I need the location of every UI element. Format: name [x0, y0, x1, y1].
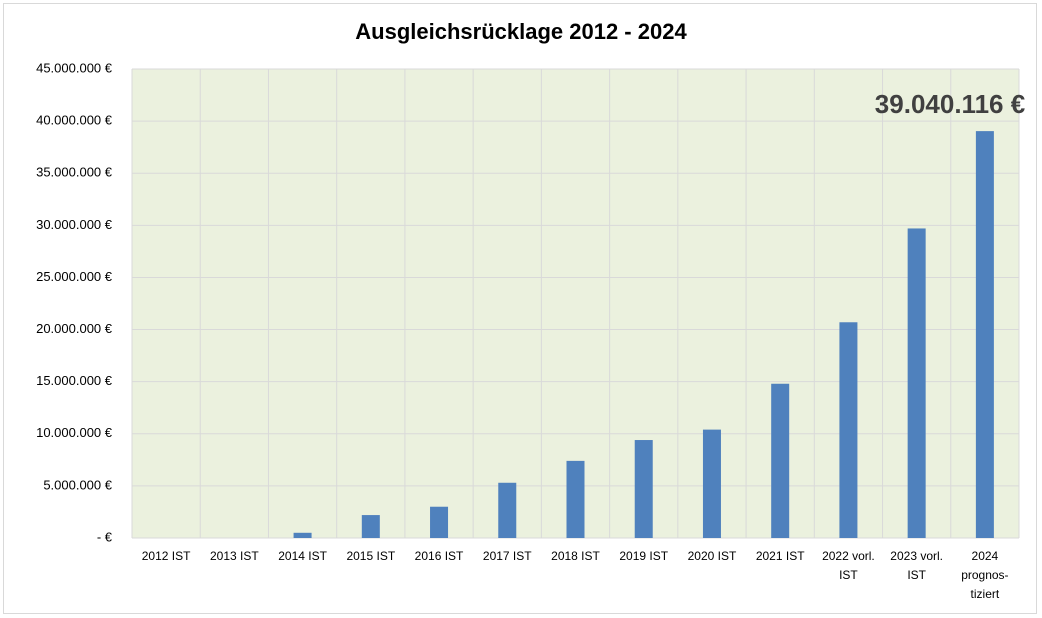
y-tick-label: - €	[97, 529, 113, 544]
y-tick-label: 5.000.000 €	[43, 477, 112, 492]
y-tick-label: 15.000.000 €	[36, 373, 113, 388]
bar	[907, 228, 926, 538]
x-tick-label: 2024 prognos-tiziert	[961, 549, 1008, 601]
value-label: 39.040.116 €	[875, 89, 1025, 119]
x-tick-label: 2020 IST	[688, 549, 737, 563]
y-tick-label: 25.000.000 €	[36, 269, 113, 284]
y-tick-label: 30.000.000 €	[36, 217, 113, 232]
y-tick-label: 40.000.000 €	[36, 113, 113, 128]
y-tick-label: 35.000.000 €	[36, 165, 113, 180]
x-tick-label: 2017 IST	[483, 549, 532, 563]
x-tick-label: 2019 IST	[619, 549, 668, 563]
x-tick-label: 2015 IST	[346, 549, 395, 563]
bar	[361, 515, 380, 538]
x-tick-label: 2018 IST	[551, 549, 600, 563]
plot-area	[132, 69, 1019, 538]
bar	[839, 322, 858, 538]
bar	[498, 482, 517, 538]
y-tick-label: 45.000.000 €	[36, 60, 113, 75]
bar	[566, 460, 585, 538]
chart-title: Ausgleichsrücklage 2012 - 2024	[355, 19, 687, 44]
y-tick-label: 10.000.000 €	[36, 425, 113, 440]
y-tick-label: 20.000.000 €	[36, 321, 113, 336]
x-tick-label: 2013 IST	[210, 549, 259, 563]
x-tick-label: 2016 IST	[415, 549, 464, 563]
x-tick-label: 2012 IST	[142, 549, 191, 563]
bar	[430, 506, 449, 538]
bar	[634, 440, 653, 538]
x-tick-label: 2023 vorl. IST	[890, 549, 943, 582]
bar	[293, 532, 312, 538]
bar	[702, 429, 721, 538]
x-tick-label: 2022 vorl. IST	[822, 549, 875, 582]
bar	[975, 131, 994, 538]
x-tick-label: 2014 IST	[278, 549, 327, 563]
bar	[771, 383, 790, 538]
x-tick-label: 2021 IST	[756, 549, 805, 563]
